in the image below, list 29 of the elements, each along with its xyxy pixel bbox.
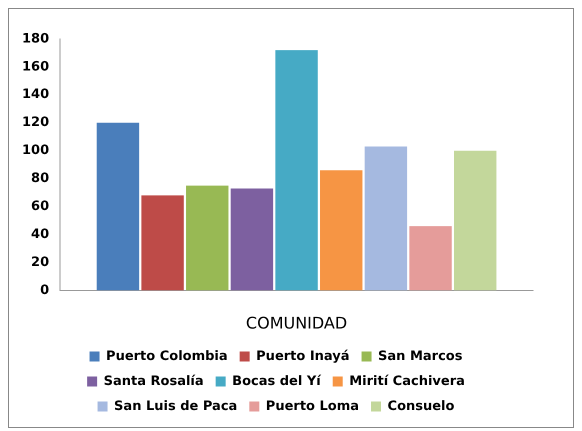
legend-label: Puerto Colombia bbox=[106, 348, 228, 364]
x-axis-title: COMUNIDAD bbox=[246, 314, 348, 333]
legend-label: Santa Rosalía bbox=[104, 374, 204, 389]
legend-label: Puerto Inayá bbox=[256, 348, 350, 364]
legend-label: Mirití Cachivera bbox=[349, 374, 465, 389]
legend-label: San Luis de Paca bbox=[114, 398, 238, 414]
y-tick-label: 160 bbox=[22, 59, 50, 74]
y-tick-label: 140 bbox=[22, 87, 50, 102]
y-tick-label: 0 bbox=[40, 282, 50, 298]
y-tick-label: 120 bbox=[22, 115, 50, 130]
y-tick-label: 100 bbox=[22, 143, 50, 158]
y-tick-label: 80 bbox=[31, 171, 50, 186]
bar bbox=[454, 150, 496, 290]
bar bbox=[186, 186, 228, 290]
bar bbox=[320, 170, 362, 290]
legend-label: Bocas del Yí bbox=[232, 374, 322, 389]
y-tick-label: 20 bbox=[31, 254, 50, 270]
legend-label: Puerto Loma bbox=[266, 398, 360, 414]
legend-label: Consuelo bbox=[388, 398, 455, 414]
bar bbox=[364, 146, 408, 290]
y-tick-label: 180 bbox=[22, 31, 50, 46]
bar bbox=[96, 122, 140, 290]
legend-label: San Marcos bbox=[378, 348, 463, 364]
bar bbox=[409, 226, 452, 290]
y-tick-label: 60 bbox=[31, 198, 50, 214]
bar bbox=[230, 188, 274, 290]
bar bbox=[141, 195, 184, 290]
y-tick-label: 40 bbox=[31, 226, 50, 242]
bar bbox=[275, 50, 318, 290]
